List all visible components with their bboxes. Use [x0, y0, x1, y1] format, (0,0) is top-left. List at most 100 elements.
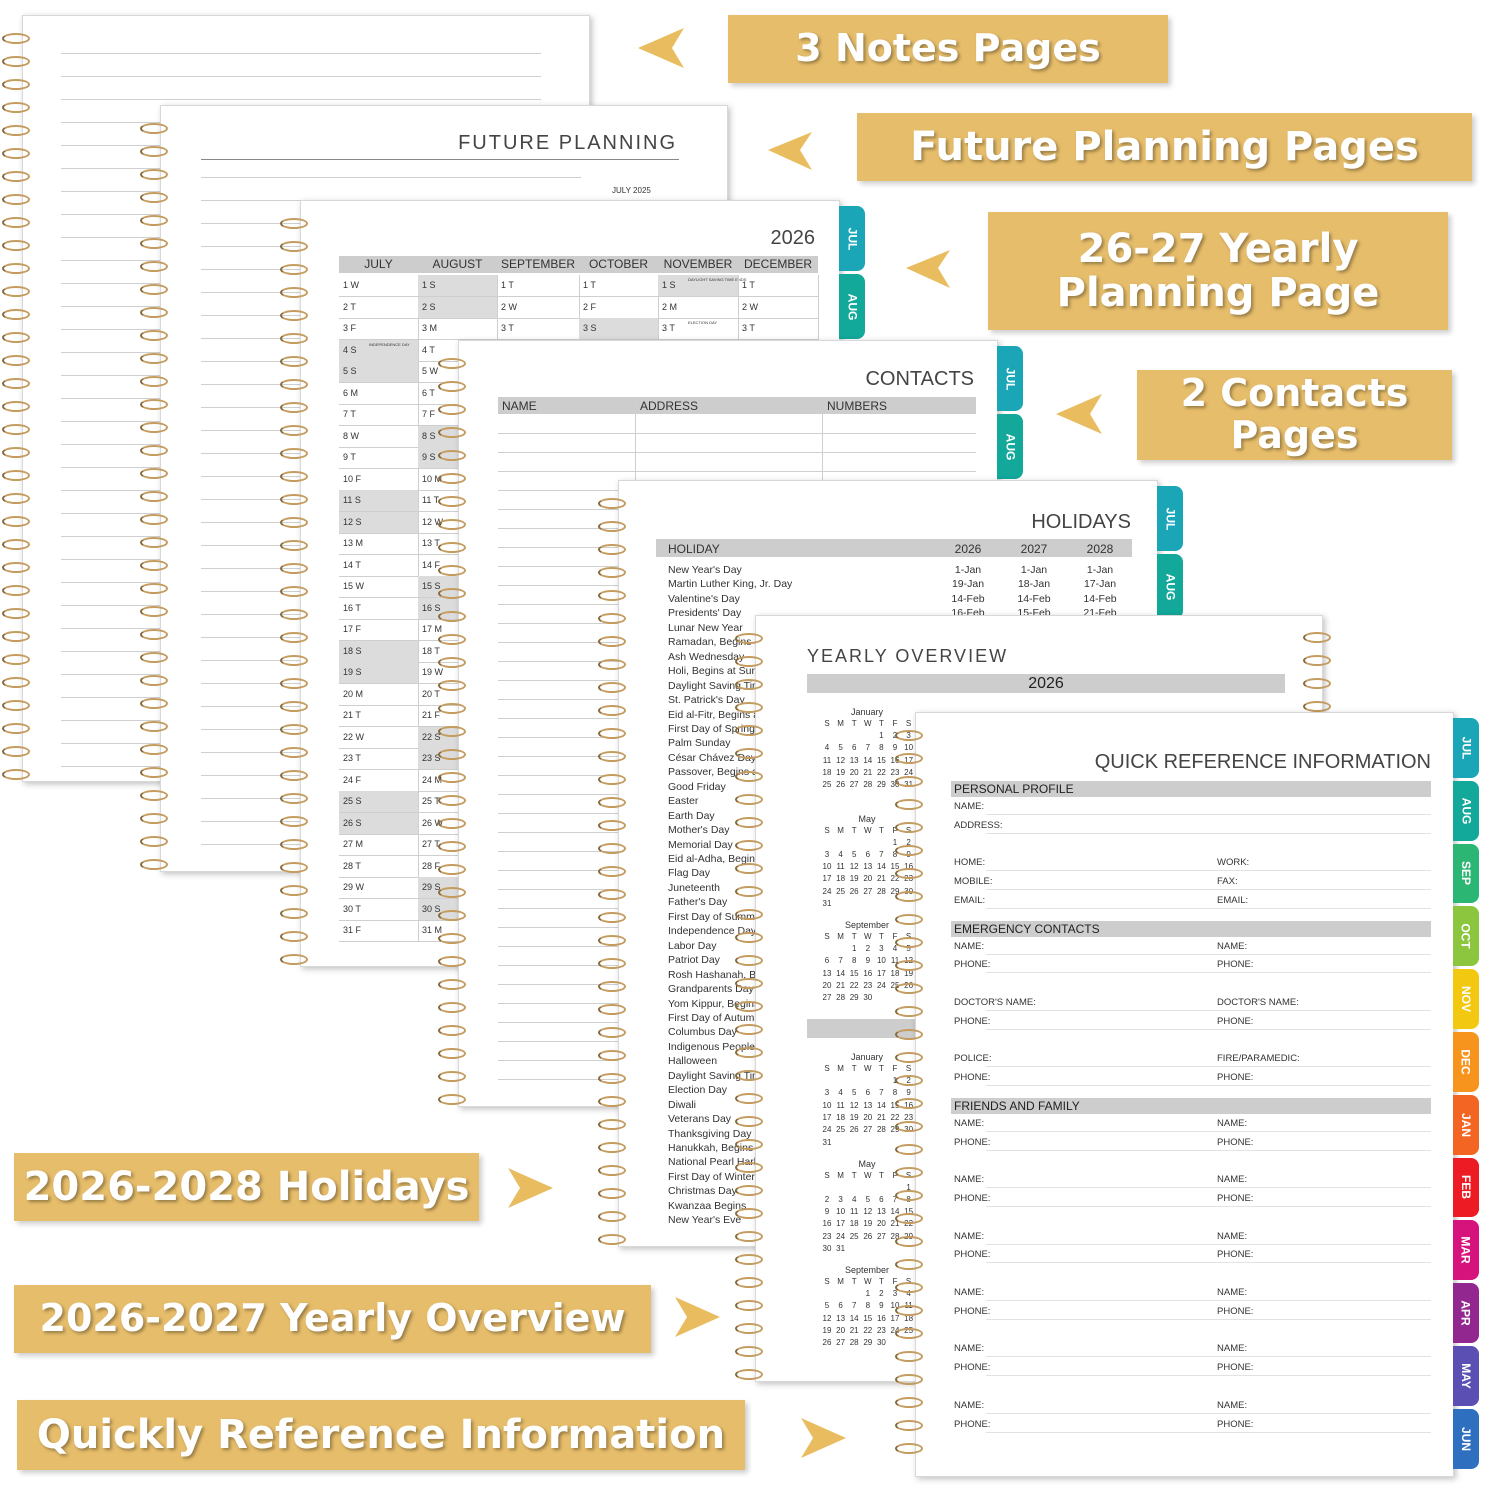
- day-number: 5: [838, 743, 843, 753]
- day-number: 8: [879, 743, 884, 753]
- day-number: 22: [890, 1112, 900, 1122]
- label-line: 3 Notes Pages: [795, 26, 1101, 71]
- spiral-ring: [895, 822, 923, 833]
- month-name: January: [850, 1052, 884, 1062]
- day-number: 20: [849, 767, 859, 777]
- weekday: T: [878, 719, 884, 728]
- weekday: T: [851, 719, 857, 728]
- day-label: 28 T: [343, 860, 361, 871]
- spiral-ring: [598, 544, 626, 555]
- spiral-ring: [735, 978, 763, 989]
- spiral-ring: [438, 749, 466, 760]
- day-number: 23: [904, 1112, 914, 1122]
- rule-line: [61, 53, 541, 54]
- day-number: 24: [836, 1231, 846, 1241]
- tab: JUL: [1157, 486, 1183, 551]
- holiday-date: 1-Jan: [1020, 564, 1048, 576]
- rule-line: [339, 403, 418, 405]
- column-line: [818, 275, 819, 340]
- spiral-ring: [735, 1277, 763, 1288]
- day-label: 3 F: [343, 323, 357, 333]
- spiral-ring: [280, 678, 308, 689]
- holiday-name: Columbus Day: [668, 1026, 737, 1039]
- tab: JUL: [839, 206, 865, 271]
- spiral-ring: [140, 514, 168, 525]
- arrow: [801, 1418, 846, 1458]
- tab: AUG: [1453, 780, 1479, 841]
- day-label: 17 M: [422, 624, 443, 634]
- day-number: 24: [904, 767, 914, 777]
- spiral-ring: [895, 799, 923, 810]
- weekday: S: [824, 825, 830, 835]
- rule-line: [579, 296, 658, 297]
- spiral-ring: [2, 355, 30, 366]
- section-title: PERSONAL PROFILE: [954, 782, 1074, 796]
- holiday-name: Kwanzaa Begins: [668, 1199, 747, 1212]
- weekday: F: [892, 1064, 898, 1073]
- spiral-ring: [280, 494, 308, 505]
- day-number: 5: [824, 1301, 830, 1311]
- day-number: 12: [849, 1100, 859, 1110]
- weekday: W: [864, 825, 872, 835]
- spiral-ring: [438, 473, 466, 484]
- rule-line: [339, 296, 418, 297]
- holiday-name: Palm Sunday: [668, 737, 731, 750]
- spiral-ring: [735, 1346, 763, 1357]
- spiral-ring: [735, 1139, 763, 1150]
- spiral-ring: [735, 679, 763, 690]
- field-label: EMAIL:: [954, 895, 986, 906]
- spiral-ring: [140, 767, 168, 778]
- spiral-ring: [140, 629, 168, 640]
- spiral-ring: [598, 590, 626, 601]
- spiral-ring: [895, 937, 923, 948]
- day-number: 19: [849, 874, 859, 884]
- day-number: 21: [849, 1325, 859, 1335]
- holiday-date: 18-Jan: [1017, 578, 1051, 591]
- day-number: 28: [863, 780, 873, 790]
- rule-line: [339, 683, 418, 684]
- label-line: Future Planning Pages: [910, 124, 1419, 170]
- spiral-ring: [598, 1142, 626, 1153]
- day-label: 7 F: [422, 409, 436, 419]
- header-bar: [951, 920, 1431, 937]
- arrow: [906, 250, 950, 288]
- day-number: 4: [851, 1194, 857, 1204]
- tab: JUN: [1453, 1408, 1479, 1469]
- rule-line: [986, 908, 1431, 909]
- spiral-ring: [438, 956, 466, 967]
- weekend-shade: [418, 275, 497, 296]
- spiral-ring: [598, 1234, 626, 1245]
- day-number: 11: [850, 1207, 859, 1217]
- rule-line: [986, 1300, 1431, 1301]
- day-label: 19 W: [422, 667, 444, 677]
- field-label: PHONE:: [954, 1249, 991, 1261]
- day-number: 16: [863, 968, 873, 978]
- page: QUICK REFERENCE INFORMATION PERSONAL PROF…: [915, 712, 1454, 1477]
- day-label: 1 S: [422, 280, 436, 290]
- field-label: NAME:: [1217, 1174, 1248, 1186]
- rule-line: [418, 769, 497, 770]
- spiral-ring: [598, 1165, 626, 1176]
- tab: JUL: [997, 346, 1023, 411]
- field-label: NAME:: [1217, 1399, 1248, 1411]
- tab: AUG: [839, 274, 865, 339]
- day-number: 18: [836, 874, 846, 884]
- page-title: QUICK REFERENCE INFORMATION: [1094, 751, 1431, 773]
- day-number: 25: [849, 1231, 859, 1241]
- day-label: 2 F: [583, 301, 597, 312]
- rule-line: [339, 833, 418, 835]
- field-label: PHONE:: [954, 1015, 991, 1027]
- spiral-ring: [438, 634, 466, 645]
- day-label: 31 F: [343, 925, 362, 935]
- weekday: M: [837, 1170, 844, 1180]
- day-number: 22: [849, 980, 859, 990]
- spiral-ring: [280, 356, 308, 367]
- day-number: 18: [890, 968, 900, 978]
- day-number: 21: [876, 1112, 886, 1122]
- holiday-name: Good Friday: [668, 780, 726, 793]
- day-label: 15 W: [343, 581, 365, 591]
- field-label: MOBILE:: [954, 876, 993, 888]
- day-number: 19: [849, 1112, 859, 1122]
- spiral-ring: [735, 702, 763, 713]
- spiral-ring: [280, 701, 308, 712]
